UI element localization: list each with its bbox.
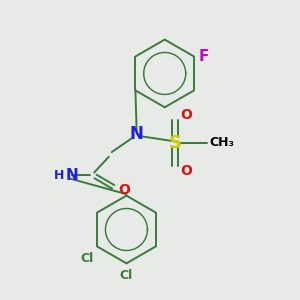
Text: Cl: Cl (120, 269, 133, 282)
Text: O: O (180, 108, 192, 122)
Text: O: O (118, 183, 130, 197)
Text: CH₃: CH₃ (209, 136, 234, 149)
Text: F: F (199, 49, 209, 64)
Text: N: N (65, 167, 78, 182)
Text: N: N (130, 125, 144, 143)
Text: H: H (54, 169, 64, 182)
Text: O: O (180, 164, 192, 178)
Text: Cl: Cl (80, 252, 94, 265)
Text: S: S (169, 134, 182, 152)
